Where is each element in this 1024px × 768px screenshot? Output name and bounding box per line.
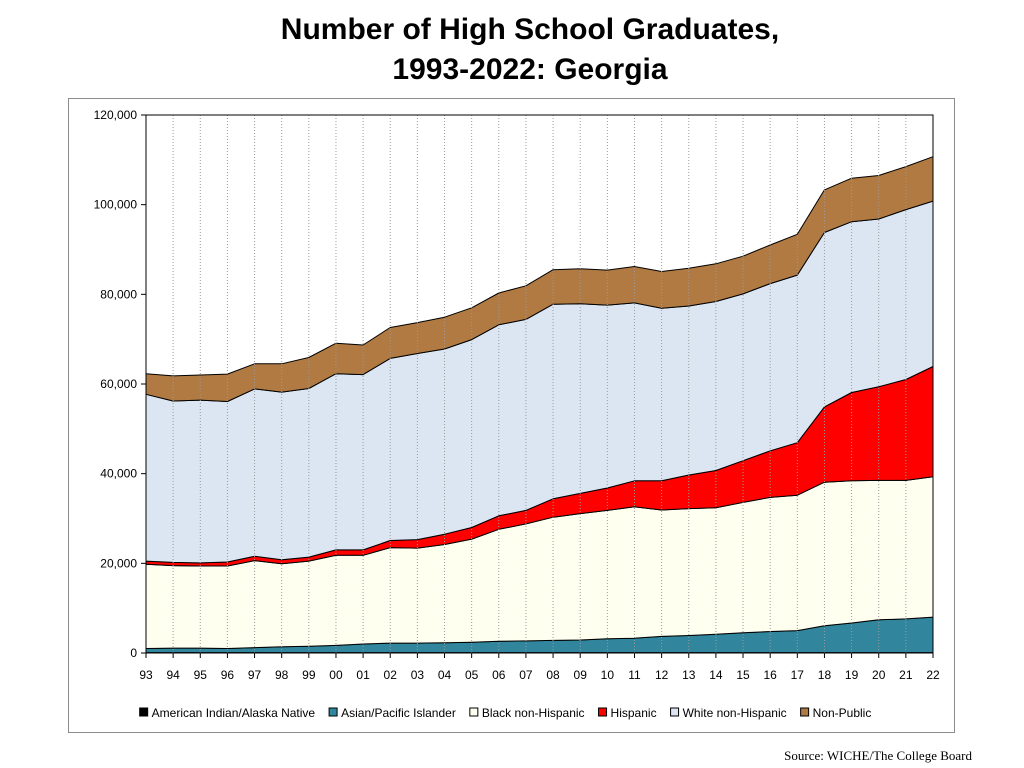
chart-title-line2: 1993-2022: Georgia (392, 53, 668, 86)
source-note: Source: WICHE/The College Board (784, 748, 972, 763)
x-tick-label-93: 93 (139, 668, 153, 682)
x-tick-label-98: 98 (275, 668, 289, 682)
x-tick-label-14: 14 (709, 668, 723, 682)
y-tick-label-100000: 100,000 (94, 198, 138, 212)
x-tick-label-06: 06 (492, 668, 506, 682)
legend-label-0: American Indian/Alaska Native (152, 706, 316, 720)
y-tick-label-0: 0 (130, 646, 137, 660)
x-tick-label-02: 02 (384, 668, 398, 682)
x-tick-label-00: 00 (329, 668, 343, 682)
x-tick-label-20: 20 (872, 668, 886, 682)
y-tick-label-60000: 60,000 (100, 377, 137, 391)
legend-swatch-1 (328, 707, 338, 717)
x-tick-label-96: 96 (221, 668, 235, 682)
x-tick-label-19: 19 (845, 668, 859, 682)
x-tick-label-13: 13 (682, 668, 696, 682)
x-tick-label-03: 03 (411, 668, 425, 682)
x-tick-label-05: 05 (465, 668, 479, 682)
y-tick-label-20000: 20,000 (100, 556, 137, 570)
y-tick-label-120000: 120,000 (94, 108, 138, 122)
x-tick-label-94: 94 (166, 668, 180, 682)
legend-swatch-4 (670, 707, 680, 717)
legend-swatch-0 (139, 707, 149, 717)
x-tick-label-95: 95 (194, 668, 208, 682)
chart-title-line1: Number of High School Graduates, (280, 13, 780, 46)
x-tick-label-08: 08 (546, 668, 560, 682)
y-tick-label-40000: 40,000 (100, 467, 137, 481)
legend-swatch-5 (800, 707, 810, 717)
x-tick-label-01: 01 (356, 668, 370, 682)
legend-label-1: Asian/Pacific Islander (341, 706, 456, 720)
x-tick-label-15: 15 (736, 668, 750, 682)
legend-swatch-3 (598, 707, 608, 717)
x-tick-label-11: 11 (628, 668, 641, 682)
x-tick-label-07: 07 (519, 668, 533, 682)
legend-label-2: Black non-Hispanic (482, 706, 585, 720)
x-tick-label-09: 09 (574, 668, 588, 682)
x-tick-label-04: 04 (438, 668, 452, 682)
x-tick-label-99: 99 (302, 668, 316, 682)
legend-swatch-2 (469, 707, 479, 717)
chart-frame: 0 20,000 40,000 60,000 80,000 100,000 120,000 9… (68, 98, 955, 733)
x-tick-label-17: 17 (791, 668, 805, 682)
y-tick-label-80000: 80,000 (100, 287, 137, 301)
stacked-area-chart: 0 20,000 40,000 60,000 80,000 100,000 120,000 9… (94, 108, 940, 720)
chart-title: Number of High School Graduates, 1993-20… (0, 10, 1024, 90)
x-tick-label-21: 21 (899, 668, 913, 682)
legend-label-3: Hispanic (611, 706, 657, 720)
x-tick-label-10: 10 (601, 668, 615, 682)
x-tick-label-18: 18 (818, 668, 832, 682)
x-tick-label-97: 97 (248, 668, 262, 682)
x-tick-label-22: 22 (926, 668, 940, 682)
x-tick-label-16: 16 (763, 668, 777, 682)
x-tick-label-12: 12 (655, 668, 669, 682)
legend-label-4: White non-Hispanic (683, 706, 787, 720)
legend-label-5: Non-Public (813, 706, 872, 720)
